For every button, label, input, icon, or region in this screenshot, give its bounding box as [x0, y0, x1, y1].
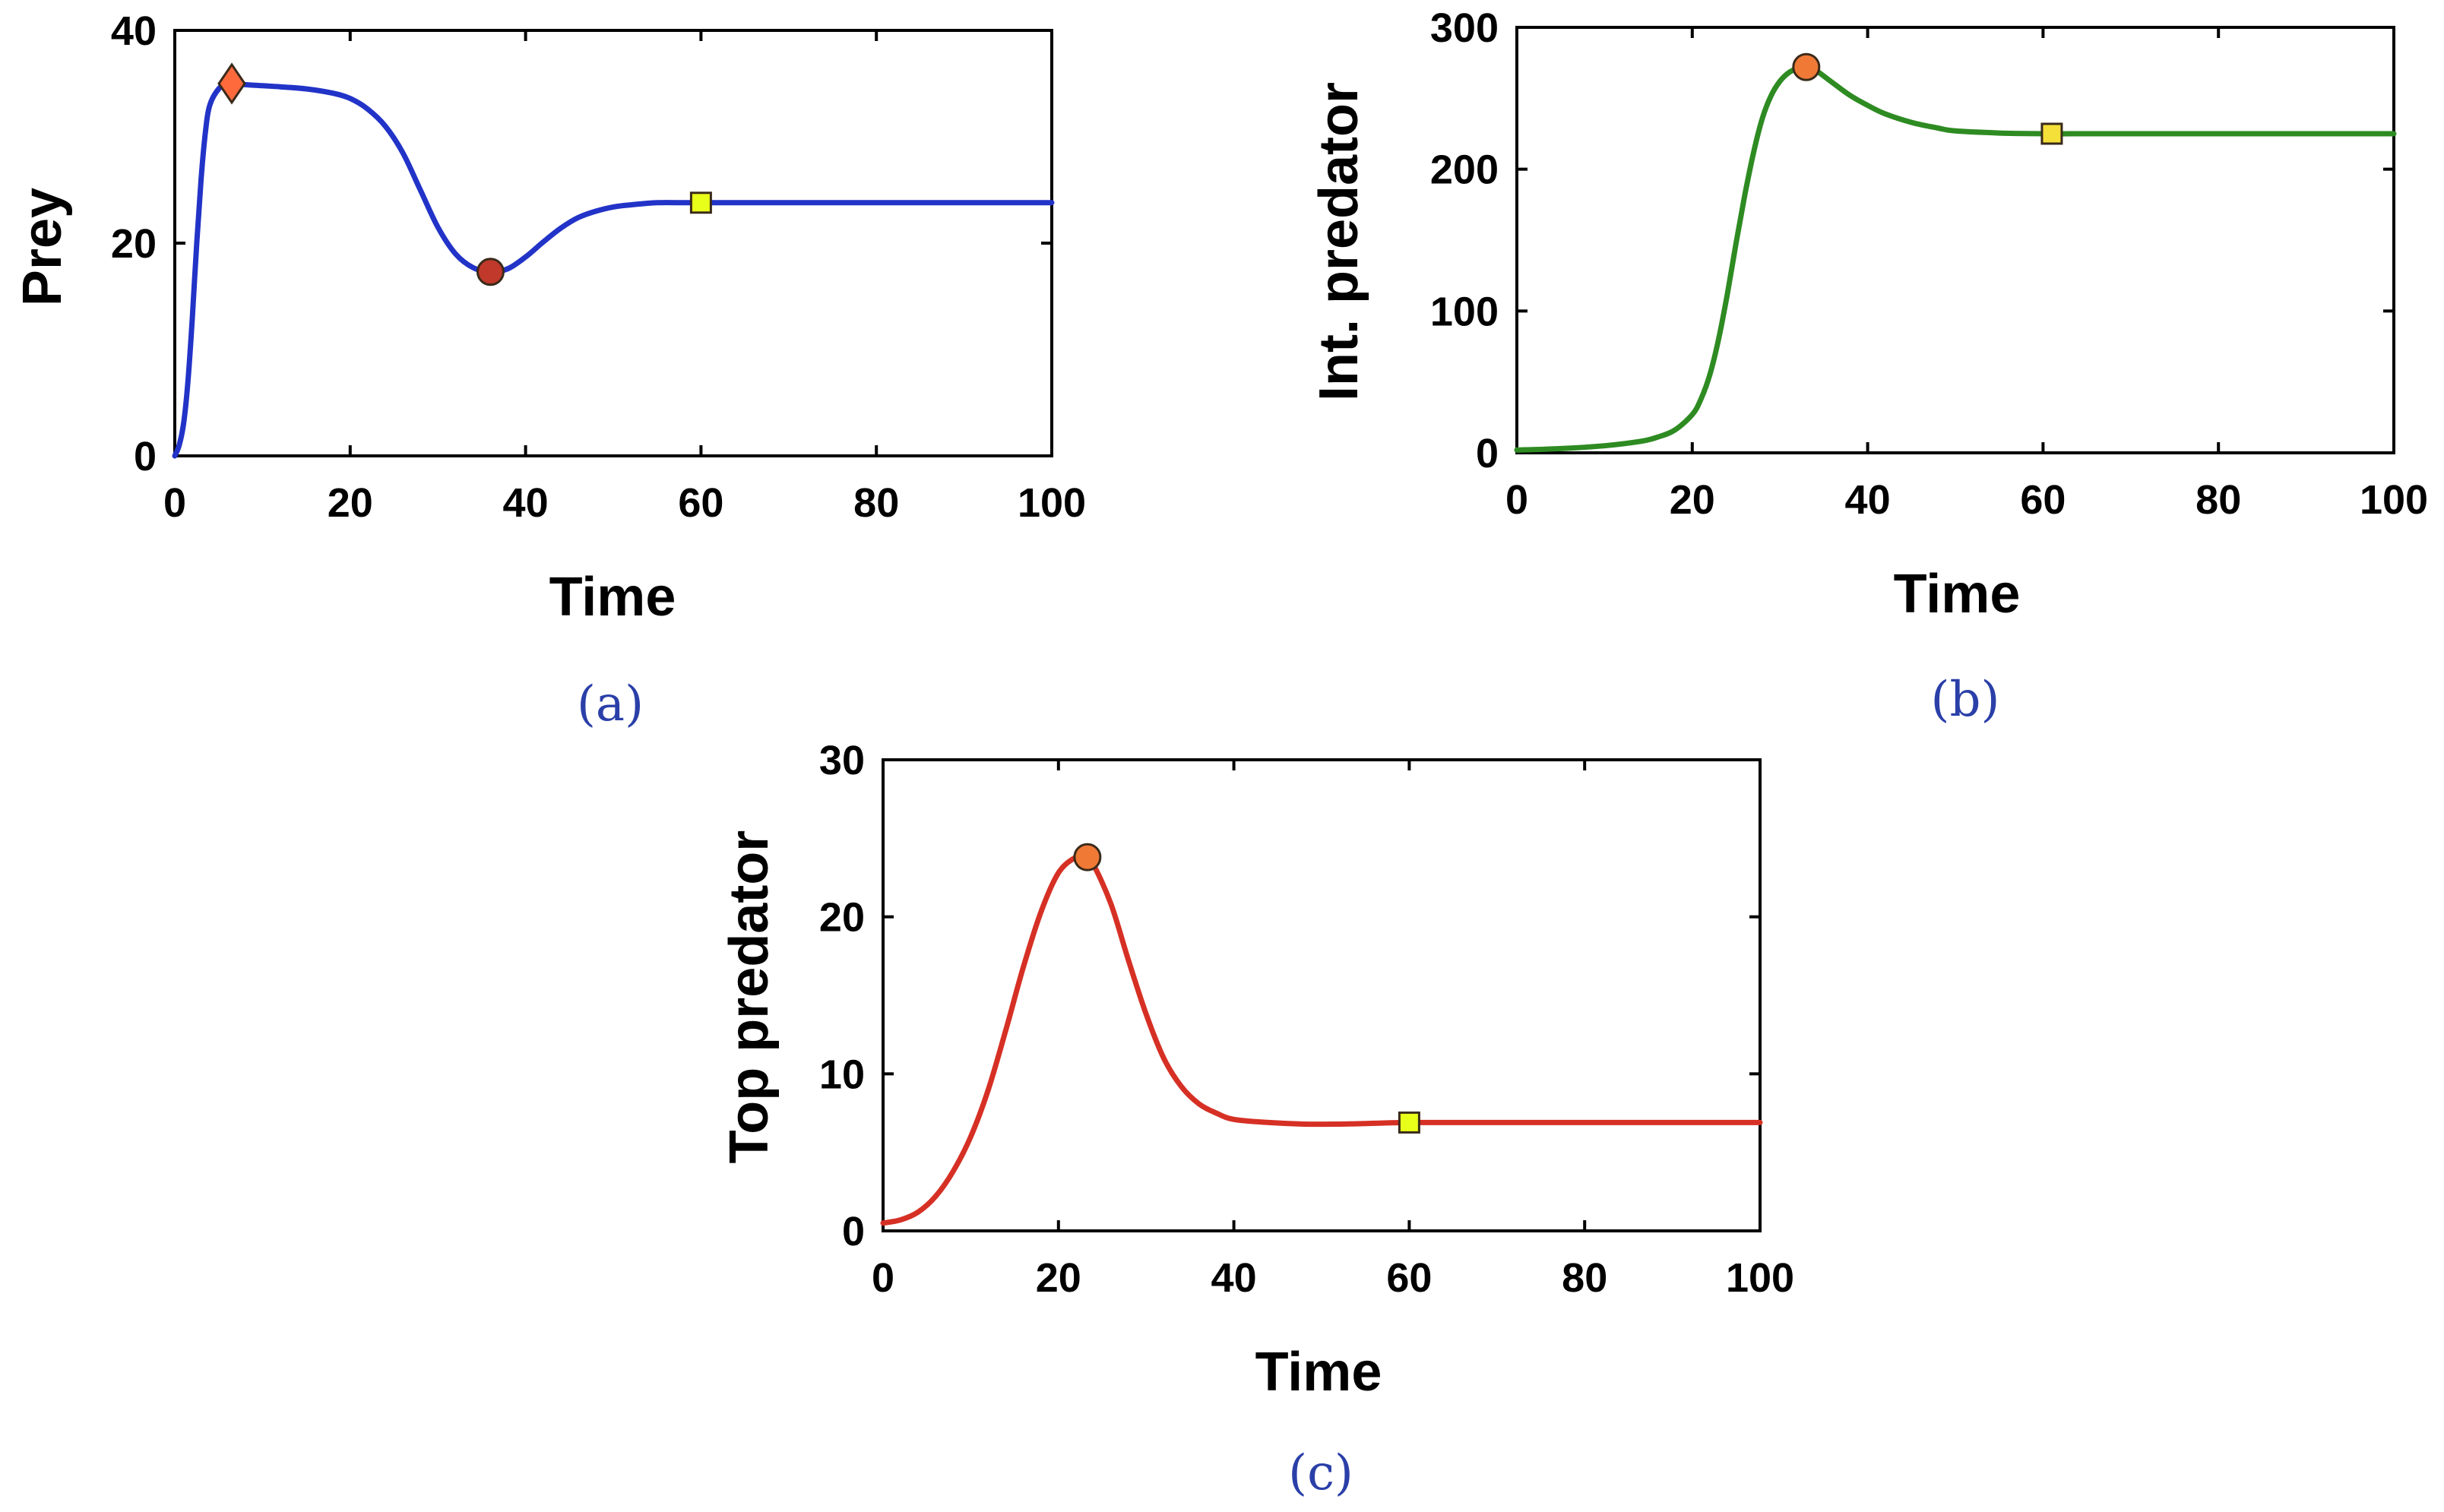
series-line [1514, 64, 2397, 453]
x-tick-label: 0 [163, 480, 186, 526]
axes-frame [1515, 26, 2395, 454]
panel-label-a: (a) [577, 676, 644, 732]
x-tick-label: 60 [2020, 477, 2066, 523]
y-tick-label: 0 [1476, 431, 1499, 476]
plot-area-c: 0 20 40 60 80 100 0 10 20 30 [819, 738, 1794, 1301]
x-tick-label: 100 [1726, 1255, 1794, 1301]
y-tick-label: 20 [819, 895, 865, 941]
axes-frame [882, 758, 1762, 1232]
x-tick-label: 40 [1211, 1255, 1257, 1301]
x-tick-label: 40 [1845, 477, 1891, 523]
plot-area-a: 0 20 40 60 80 100 0 20 40 [111, 8, 1086, 526]
y-tick-label: 0 [842, 1209, 865, 1254]
y-tick-label: 100 [1430, 289, 1499, 334]
chart-panel-c: 0 20 40 60 80 100 0 10 20 30 Time Top predator (c… [719, 738, 1794, 1501]
y-tick-label: 20 [111, 221, 157, 267]
x-axis-label-c: Time [1255, 1342, 1382, 1403]
x-tick-label: 20 [328, 480, 373, 526]
x-tick-label: 20 [1670, 477, 1715, 523]
x-tick-label: 60 [678, 480, 723, 526]
series-line [880, 852, 1763, 1226]
square-marker [2040, 122, 2063, 145]
y-tick-label: 40 [111, 8, 157, 54]
circle-marker [1792, 52, 1821, 81]
x-tick-label: 80 [853, 480, 899, 526]
chart-panel-a: 0 20 40 60 80 100 0 20 40 Time Prey (a) [12, 8, 1086, 732]
y-tick-label: 300 [1430, 5, 1499, 51]
x-tick-label: 100 [1018, 480, 1086, 526]
x-tick-label: 80 [1562, 1255, 1607, 1301]
x-tick-label: 80 [2195, 477, 2241, 523]
y-axis-label-a: Prey [12, 188, 73, 306]
x-tick-label: 40 [503, 480, 549, 526]
plot-area-b: 0 20 40 60 80 100 0 100 200 300 [1430, 5, 2428, 523]
square-marker [1398, 1111, 1420, 1134]
x-tick-label: 20 [1036, 1255, 1081, 1301]
y-axis-label-c: Top predator [719, 830, 780, 1164]
chart-panel-b: 0 20 40 60 80 100 0 100 200 300 Time Int. predato… [1309, 5, 2428, 728]
x-tick-label: 60 [1386, 1255, 1432, 1301]
x-tick-label: 0 [1505, 477, 1528, 523]
panel-label-c: (c) [1288, 1445, 1353, 1501]
y-tick-label: 30 [819, 738, 865, 783]
x-axis-label-b: Time [1894, 564, 2021, 625]
y-axis-label-b: Int. predator [1309, 82, 1369, 401]
panel-label-b: (b) [1931, 672, 2000, 728]
y-tick-label: 0 [134, 434, 157, 479]
circle-marker [476, 258, 505, 286]
axes-frame [173, 29, 1053, 457]
square-marker [689, 191, 712, 214]
y-tick-label: 200 [1430, 147, 1499, 193]
peak-diamond-marker [217, 62, 246, 105]
circle-marker [1073, 843, 1102, 871]
series-line [172, 80, 1055, 459]
x-tick-label: 0 [872, 1255, 894, 1301]
x-tick-label: 100 [2360, 477, 2428, 523]
x-axis-label-a: Time [549, 567, 676, 628]
y-tick-label: 10 [819, 1052, 865, 1097]
